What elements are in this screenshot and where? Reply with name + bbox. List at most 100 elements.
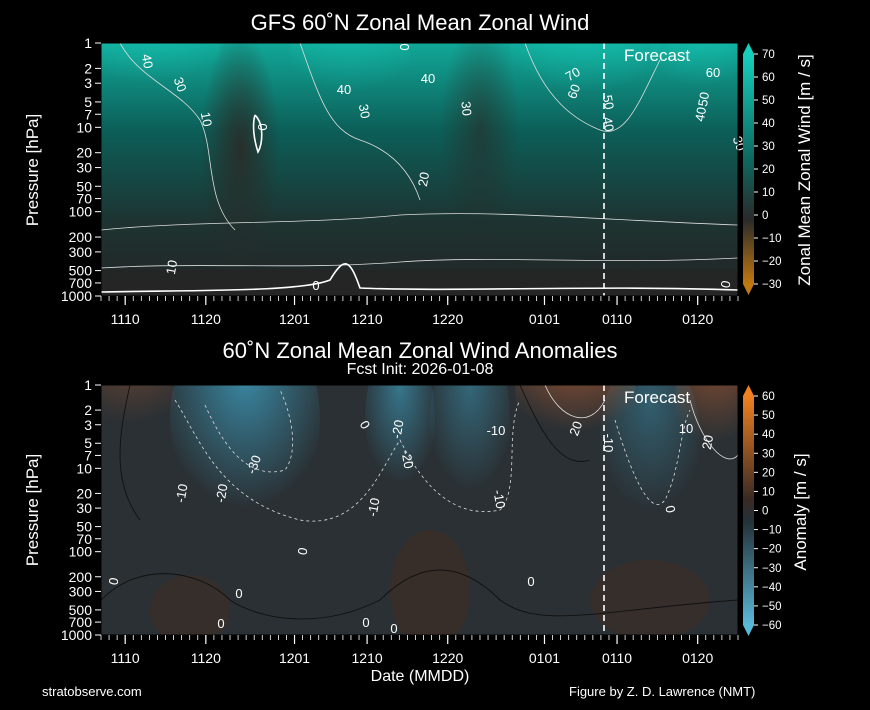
top-contour-label: 0 [312,278,319,293]
top-chart-title: GFS 60˚N Zonal Mean Zonal Wind [250,10,590,35]
top-contour-label: 40 [600,116,617,133]
bottom-ytick-label: 500 [69,602,93,618]
top-contour-label: 10 [198,111,215,128]
top-contour-label: 0 [718,279,734,289]
bottom-contour-label: 0 [362,615,369,630]
bottom-ytick-label: 10 [76,460,92,476]
top-xtick-label: 0101 [529,311,560,327]
top-xtick-label: 1220 [432,311,463,327]
top-cbtick-label: 40 [762,118,775,130]
bottom-contour-label: 0 [662,504,678,514]
top-ytick-label: 7 [84,106,92,122]
bottom-contour-label: -10 [601,434,616,453]
bottom-contour-label: -10 [365,497,383,518]
bottom-ytick-label: 1000 [61,627,92,643]
top-colorbar [743,43,754,295]
top-contour-label: 50 [600,94,617,111]
top-ytick-label: 20 [76,145,92,161]
bottom-contour-label: 0 [217,616,224,631]
bottom-contour-labels: -10 -20-300-20-10-20-1020-100-10201000000… [106,418,717,636]
top-cbtick-label: 20 [762,164,775,176]
bottom-contour-label: 0 [390,621,397,636]
footer-site: stratobserve.com [42,684,142,699]
top-contour-label: 0 [255,123,270,130]
bottom-ytick-label: 70 [76,531,92,547]
top-contour-label: 40 [421,71,435,86]
top-cbtick-label: −30 [762,279,782,291]
footer-credit: Figure by Z. D. Lawrence (NMT) [569,684,756,699]
top-ytick-label: 1 [84,35,92,51]
top-cbtick-label: 70 [762,49,775,61]
bottom-contour-label: 20 [566,419,585,438]
top-xtick-label: 1110 [111,311,140,327]
bottom-cbtick-label: −40 [762,582,782,594]
top-forecast-label: Forecast [624,46,690,65]
top-ytick-label: 30 [76,160,92,176]
bottom-cbtick-label: 40 [762,429,775,441]
bottom-contour-label: 0 [106,576,122,586]
top-ytick-label: 50 [76,178,92,194]
bottom-anomaly-field [101,385,738,635]
bottom-contour-label: -30 [244,453,265,476]
bottom-chart-subtitle: Fcst Init: 2026-01-08 [346,361,494,378]
top-xtick-label: 1120 [191,311,221,327]
bottom-contour-label: 0 [527,574,534,589]
top-ytick-label: 100 [69,204,93,220]
bottom-ylabel: Pressure [hPa] [23,454,42,566]
top-ytick-label: 1000 [61,288,92,304]
top-colorbar-ticks: 70 60 50 40 30 20 10 0 −10 −20 −30 [754,49,782,291]
bottom-ytick-label: 2 [84,402,92,418]
bottom-ytick-label: 7 [84,447,92,463]
bottom-cbtick-label: 30 [762,448,775,460]
bottom-contour-label: -20 [389,419,407,440]
top-contour-label: 40 [139,53,156,70]
bottom-contour-label: 10 [679,421,693,436]
top-cbtick-label: −10 [762,233,782,245]
top-contour-label: 0 [397,43,412,50]
bottom-colorbar [743,385,754,636]
top-contour-label: 40 [692,106,709,123]
bottom-contour-label: 20 [699,434,716,451]
bottom-contour-label: 0 [295,546,311,556]
bottom-xtick-label: 1201 [279,650,310,666]
top-ytick-label: 300 [69,244,93,260]
top-contour-label: 50 [695,91,712,108]
bottom-xtick-label: 1220 [432,650,463,666]
top-xtick-label: 1201 [279,311,310,327]
bottom-ytick-label: 200 [69,569,93,585]
bottom-contour-label: 0 [235,586,242,601]
bottom-cbtick-label: 10 [762,486,775,498]
top-plot-frame [100,42,739,297]
top-ytick-label: 70 [76,191,92,207]
bottom-cbtick-label: −20 [762,544,782,556]
bottom-cbtick-label: 60 [762,391,775,403]
top-ytick-label: 3 [84,75,92,91]
bottom-cbtick-label: 20 [762,467,775,479]
bottom-ytick-label: 1 [84,377,92,393]
bottom-ytick-label: 700 [69,614,93,630]
bottom-colorbar-label: Anomaly [m / s] [791,453,810,570]
top-contour-label: 40 [337,82,351,97]
bottom-cbtick-label: −60 [762,620,782,632]
top-colorbar-label: Zonal Mean Zonal Wind [m / s] [795,54,814,285]
top-contour-label: 30 [171,75,190,94]
top-ytick-label: 5 [84,94,92,110]
top-contour-label: 60 [706,65,720,80]
top-ytick-label: 2 [84,60,92,76]
top-cbtick-label: 30 [762,141,775,153]
bottom-ytick-label: 5 [84,435,92,451]
bottom-contour-label: -10 [490,489,508,510]
top-contour-label: 60 [564,82,583,101]
top-cbtick-label: 60 [762,72,775,84]
bottom-xlabel: Date (MMDD) [370,668,470,685]
top-contour-label: 30 [458,101,474,117]
bottom-ytick-label: 20 [76,485,92,501]
top-ytick-label: 500 [69,263,93,279]
top-cbtick-label: 10 [762,187,775,199]
top-xtick-label: 0110 [602,311,632,327]
bottom-contour-label: -10 [173,483,191,504]
top-ytick-label: 10 [76,119,92,135]
